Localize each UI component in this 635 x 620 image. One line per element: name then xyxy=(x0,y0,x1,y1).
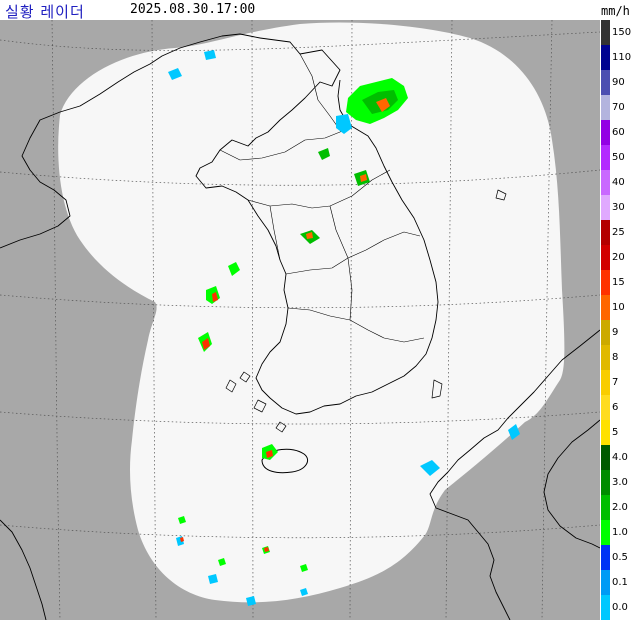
legend-unit: mm/h xyxy=(601,4,630,18)
legend-swatch xyxy=(601,145,610,170)
legend-label: 4.0 xyxy=(612,451,628,463)
echo-south-scattered xyxy=(176,424,520,606)
legend-swatch xyxy=(601,195,610,220)
legend-label: 40 xyxy=(612,176,625,188)
legend-swatch xyxy=(601,345,610,370)
legend-swatch xyxy=(601,220,610,245)
legend-label: 3.0 xyxy=(612,476,628,488)
legend-swatch xyxy=(601,495,610,520)
legend-swatch xyxy=(601,370,610,395)
legend-label: 15 xyxy=(612,276,625,288)
legend-label: 0.1 xyxy=(612,576,628,588)
southwest-islands xyxy=(225,189,507,433)
legend-swatch xyxy=(601,420,610,445)
legend-swatch xyxy=(601,120,610,145)
observation-timestamp: 2025.08.30.17:00 xyxy=(130,2,256,17)
legend-swatch xyxy=(601,545,610,570)
legend-swatch xyxy=(601,95,610,120)
radar-echoes xyxy=(168,50,520,606)
header-bar: 실황 레이더 2025.08.30.17:00 xyxy=(0,0,600,21)
echo-central-heavy xyxy=(306,174,367,239)
legend-swatch xyxy=(601,445,610,470)
legend-label: 5 xyxy=(612,426,619,438)
legend-swatch xyxy=(601,295,610,320)
legend-label: 70 xyxy=(612,101,625,113)
echo-cluster-north-heavy xyxy=(376,98,390,112)
radar-map xyxy=(0,20,600,620)
legend-label: 20 xyxy=(612,251,625,263)
echo-cluster-west-coast xyxy=(198,262,240,352)
legend-label: 25 xyxy=(612,226,625,238)
legend-label: 6 xyxy=(612,401,619,413)
legend-swatch xyxy=(601,470,610,495)
legend-swatch xyxy=(601,70,610,95)
lat-lon-grid xyxy=(0,20,600,620)
legend-label: 0.5 xyxy=(612,551,628,563)
legend-label: 7 xyxy=(612,376,619,388)
jeju-island xyxy=(261,448,308,474)
legend-label: 0.0 xyxy=(612,601,628,613)
legend-label: 110 xyxy=(612,51,632,63)
legend-swatch xyxy=(601,395,610,420)
legend-swatch xyxy=(601,45,610,70)
legend-swatch xyxy=(601,595,610,620)
legend-label: 30 xyxy=(612,201,625,213)
korean-peninsula-coast xyxy=(195,37,439,415)
legend-swatch xyxy=(601,270,610,295)
map-title: 실황 레이더 xyxy=(5,3,85,21)
province-borders xyxy=(219,53,425,343)
radar-map-svg xyxy=(0,20,600,620)
legend-label: 50 xyxy=(612,151,625,163)
coastlines xyxy=(0,33,600,620)
legend-label: 1.0 xyxy=(612,526,628,538)
legend-label: 90 xyxy=(612,76,625,88)
legend-swatch xyxy=(601,170,610,195)
legend-swatch xyxy=(601,570,610,595)
legend-label: 2.0 xyxy=(612,501,628,513)
legend-label: 10 xyxy=(612,301,625,313)
legend-label: 9 xyxy=(612,326,619,338)
legend-label: 150 xyxy=(612,26,632,38)
echo-jeju-heavy xyxy=(266,450,273,458)
legend-label: 8 xyxy=(612,351,619,363)
legend-swatch xyxy=(601,520,610,545)
precipitation-legend: 150 110 90 70 60 50 40 30 25 20 15 10 9 8 7 6 5 4.0 3.0 2.0… xyxy=(600,20,635,620)
legend-label: 60 xyxy=(612,126,625,138)
japan-coast xyxy=(429,329,600,620)
legend-swatch xyxy=(601,320,610,345)
china-coast xyxy=(0,33,261,620)
radar-coverage-area xyxy=(58,22,565,603)
legend-swatch xyxy=(601,20,610,45)
echo-heavy-west xyxy=(202,292,218,350)
legend-swatch xyxy=(601,245,610,270)
